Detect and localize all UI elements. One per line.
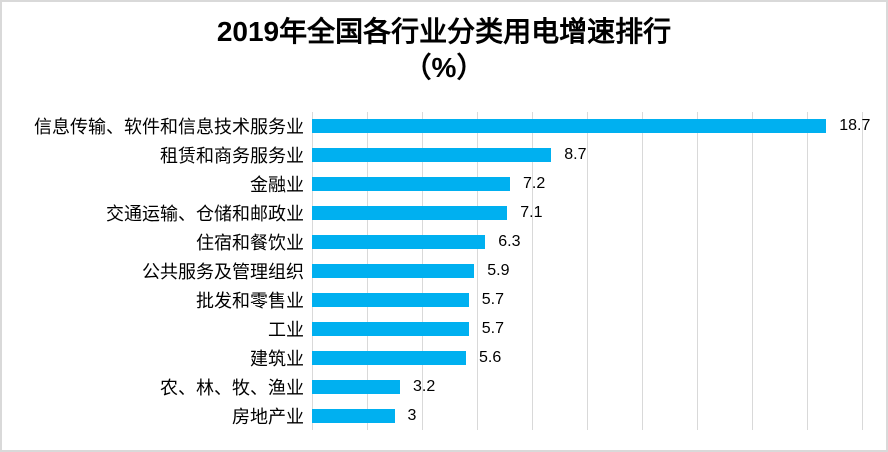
category-label: 信息传输、软件和信息技术服务业	[34, 117, 304, 138]
value-label: 6.3	[498, 233, 521, 251]
chart-row: 房地产业 3	[2, 401, 886, 430]
category-label: 建筑业	[250, 348, 304, 369]
value-label: 7.1	[520, 204, 543, 222]
value-label: 5.7	[481, 290, 504, 308]
gridline	[751, 112, 753, 430]
bar	[312, 408, 395, 423]
bar	[312, 235, 486, 250]
category-label: 房地产业	[232, 406, 304, 427]
chart-row: 农、林、牧、渔业 3.2	[2, 372, 886, 401]
bar	[312, 263, 475, 278]
bar-rows: 信息传输、软件和信息技术服务业 18.7 租赁和商务服务业 8.7 金融业 7.2 交通运输…	[2, 112, 886, 430]
bar	[312, 350, 466, 365]
bar	[312, 321, 469, 336]
value-label: 8.7	[564, 146, 587, 164]
chart-row: 交通运输、仓储和邮政业 7.1	[2, 199, 886, 228]
chart-row: 租赁和商务服务业 8.7	[2, 141, 886, 170]
bar	[312, 292, 469, 307]
category-label: 金融业	[250, 175, 304, 196]
bar	[312, 206, 508, 221]
value-label: 3	[407, 406, 417, 424]
gridline	[861, 112, 863, 430]
value-label: 5.6	[479, 348, 502, 366]
gridline	[806, 112, 808, 430]
gridline	[531, 112, 533, 430]
plot-area: 信息传输、软件和信息技术服务业 18.7 租赁和商务服务业 8.7 金融业 7.2 交通运输…	[2, 112, 886, 430]
value-label: 5.7	[481, 319, 504, 337]
bar	[312, 379, 400, 394]
chart-row: 金融业 7.2	[2, 170, 886, 199]
gridline	[696, 112, 698, 430]
value-label: 18.7	[839, 117, 871, 135]
chart-row: 公共服务及管理组织 5.9	[2, 257, 886, 286]
bar	[312, 119, 827, 134]
value-label: 5.9	[487, 261, 510, 279]
chart-title-line1: 2019年全国各行业分类用电增速排行	[216, 16, 672, 47]
chart-row: 批发和零售业 5.7	[2, 285, 886, 314]
category-label: 租赁和商务服务业	[160, 146, 304, 167]
chart-title: 2019年全国各行业分类用电增速排行 （%）	[2, 14, 886, 86]
chart-title-line2: （%）	[403, 52, 485, 83]
chart-row: 信息传输、软件和信息技术服务业 18.7	[2, 112, 886, 141]
category-label: 工业	[268, 319, 304, 340]
chart-row: 工业 5.7	[2, 314, 886, 343]
category-label: 公共服务及管理组织	[142, 261, 304, 282]
gridline	[586, 112, 588, 430]
value-label: 3.2	[413, 377, 436, 395]
chart-row: 建筑业 5.6	[2, 343, 886, 372]
category-label: 农、林、牧、渔业	[160, 377, 304, 398]
bar	[312, 177, 510, 192]
gridline	[476, 112, 478, 430]
category-label: 交通运输、仓储和邮政业	[106, 204, 304, 225]
chart-row: 住宿和餐饮业 6.3	[2, 228, 886, 257]
category-label: 批发和零售业	[196, 290, 304, 311]
value-label: 7.2	[523, 175, 546, 193]
gridline	[641, 112, 643, 430]
bar	[312, 148, 552, 163]
category-label: 住宿和餐饮业	[196, 233, 304, 254]
